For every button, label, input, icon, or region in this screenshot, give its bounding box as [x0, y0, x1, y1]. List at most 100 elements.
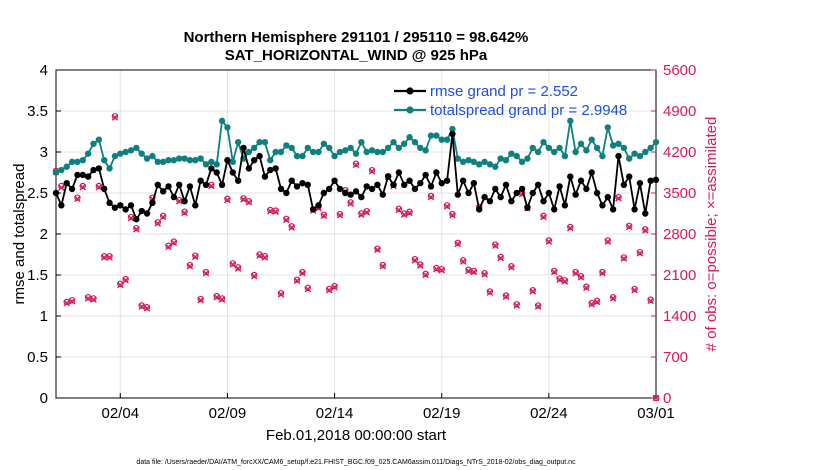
obs-assimilated-point — [111, 114, 119, 121]
totalspread-point — [529, 144, 536, 152]
obs-assimilated-point — [529, 288, 537, 295]
obs-assimilated-point — [245, 199, 253, 206]
obs-possible-point — [143, 304, 151, 311]
totalspread-point — [599, 152, 606, 160]
rmse-point — [133, 216, 140, 223]
totalspread-point — [502, 157, 510, 164]
legend-totalspread-label: totalspread grand pr = 2.9948 — [430, 102, 627, 119]
obs-assimilated-point — [304, 285, 312, 293]
totalspread-point — [540, 138, 547, 146]
obs-assimilated-point — [325, 286, 333, 294]
obs-assimilated-point — [438, 267, 446, 274]
left-tick-label: 1 — [40, 308, 48, 325]
obs-possible-point — [620, 254, 628, 261]
totalspread-point — [256, 138, 263, 146]
obs-possible-point — [502, 292, 510, 299]
rmse-point — [443, 177, 451, 184]
obs-possible-point — [486, 288, 494, 295]
rmse-point — [326, 185, 333, 193]
totalspread-point — [368, 147, 376, 154]
rmse-point — [58, 202, 65, 209]
totalspread-point — [401, 140, 408, 147]
totalspread-point — [63, 163, 70, 170]
obs-assimilated-point — [127, 214, 135, 222]
totalspread-point — [352, 150, 360, 157]
obs-possible-point — [492, 241, 499, 248]
obs-possible-point — [95, 182, 103, 190]
obs-possible-point — [106, 253, 113, 260]
rmse-point — [181, 198, 188, 205]
x-axis: 02/04 02/09 02/14 02/19 02/24 03/01 — [102, 393, 675, 422]
obs-assimilated-point — [641, 227, 649, 234]
obs-assimilated-point — [74, 195, 81, 203]
obs-possible-point — [111, 113, 119, 120]
totalspread-point — [106, 165, 113, 172]
totalspread-point — [374, 148, 381, 156]
totalspread-point — [433, 132, 440, 139]
x-tick-label: 02/14 — [316, 405, 354, 422]
rmse-point — [197, 177, 204, 184]
rmse-point — [626, 173, 633, 180]
rmse-point — [470, 179, 478, 187]
obs-possible-point — [192, 252, 199, 259]
totalspread-point — [465, 157, 472, 164]
rmse-point — [240, 144, 247, 152]
totalspread-point — [395, 144, 403, 152]
rmse-point — [358, 193, 365, 201]
obs-assimilated-point — [133, 226, 140, 233]
obs-assimilated-point — [416, 262, 424, 269]
totalspread-point — [79, 157, 86, 164]
obs-possible-point — [331, 282, 338, 290]
obs-possible-point — [593, 297, 601, 304]
obs-possible-point — [288, 223, 295, 230]
totalspread-point — [411, 138, 419, 146]
obs-possible-point — [224, 195, 231, 203]
totalspread-point — [642, 148, 649, 156]
legend-totalspread-marker — [406, 106, 414, 114]
obs-possible-point — [79, 182, 86, 190]
rmse-point — [599, 202, 606, 209]
obs-assimilated-point — [90, 296, 97, 303]
rmse-point — [68, 185, 76, 193]
chart-title-line-1: Northern Hemisphere 291101 / 295110 = 98… — [184, 29, 529, 46]
obs-assimilated-point — [347, 200, 354, 207]
obs-assimilated-point — [465, 267, 472, 275]
obs-assimilated-point — [208, 182, 215, 190]
obs-assimilated-point — [545, 238, 553, 245]
rmse-point — [529, 189, 536, 197]
rmse-point — [336, 185, 344, 193]
obs-possible-point — [336, 210, 344, 218]
rmse-point — [320, 189, 328, 197]
totalspread-point — [438, 136, 445, 143]
totalspread-point — [379, 148, 386, 156]
obs-possible-point — [261, 253, 269, 260]
left-tick-label: 1.5 — [27, 267, 48, 284]
rmse-point — [170, 193, 178, 201]
obs-assimilated-point — [368, 168, 376, 175]
rmse-point — [342, 189, 349, 197]
left-tick-label: 2.5 — [27, 185, 48, 202]
obs-assimilated-point — [652, 394, 660, 402]
obs-possible-point — [583, 283, 590, 290]
x-tick-label: 02/24 — [530, 405, 568, 422]
totalspread-point — [508, 150, 515, 157]
rmse-point — [652, 176, 660, 184]
totalspread-point — [567, 117, 574, 125]
rmse-point — [272, 165, 279, 172]
left-tick-label: 3 — [40, 144, 48, 161]
totalspread-point — [143, 155, 151, 162]
obs-possible-point — [470, 267, 478, 275]
obs-assimilated-point — [320, 212, 328, 220]
obs-assimilated-point — [374, 246, 381, 254]
totalspread-point — [556, 144, 563, 152]
totalspread-point — [213, 161, 220, 168]
totalspread-point — [304, 144, 311, 152]
rmse-point — [384, 173, 392, 180]
obs-assimilated-point — [433, 265, 440, 273]
totalspread-point — [283, 142, 290, 149]
totalspread-point — [384, 144, 392, 152]
obs-assimilated-point — [443, 203, 451, 210]
legend: rmse grand pr = 2.552 totalspread grand … — [394, 83, 627, 119]
totalspread-point — [176, 155, 183, 162]
rmse-point — [620, 181, 628, 188]
